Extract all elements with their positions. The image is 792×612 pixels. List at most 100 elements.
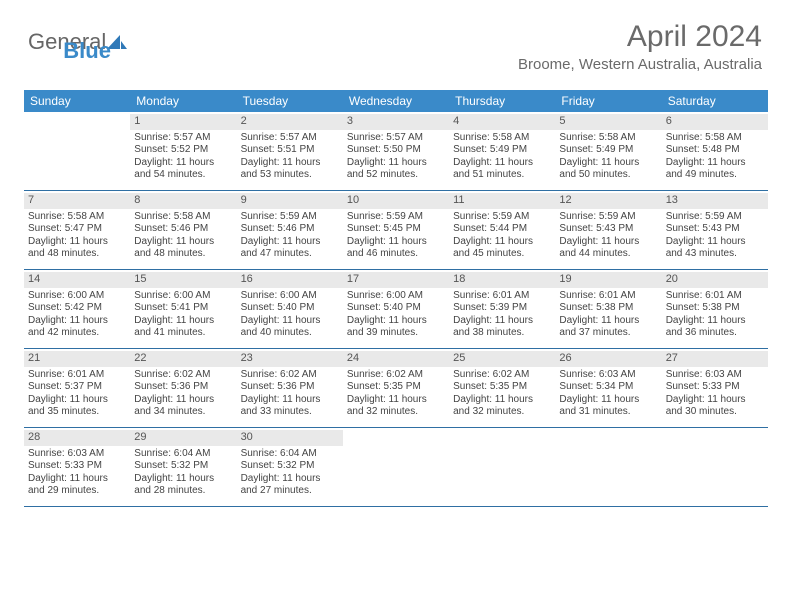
day-cell: 18Sunrise: 6:01 AMSunset: 5:39 PMDayligh… <box>449 270 555 348</box>
sunrise-text: Sunrise: 5:58 AM <box>666 132 764 145</box>
day-cell: 30Sunrise: 6:04 AMSunset: 5:32 PMDayligh… <box>237 428 343 506</box>
day-number: 16 <box>237 272 343 288</box>
sunrise-text: Sunrise: 6:01 AM <box>453 290 551 303</box>
day-number: 20 <box>662 272 768 288</box>
day-cell: 5Sunrise: 5:58 AMSunset: 5:49 PMDaylight… <box>555 112 661 190</box>
day-number: 6 <box>662 114 768 130</box>
sunset-text: Sunset: 5:36 PM <box>134 381 232 394</box>
day-cell: 28Sunrise: 6:03 AMSunset: 5:33 PMDayligh… <box>24 428 130 506</box>
sunset-text: Sunset: 5:40 PM <box>241 302 339 315</box>
day-number: 10 <box>343 193 449 209</box>
sunset-text: Sunset: 5:32 PM <box>134 460 232 473</box>
sunset-text: Sunset: 5:46 PM <box>134 223 232 236</box>
sunset-text: Sunset: 5:33 PM <box>28 460 126 473</box>
calendar: Sunday Monday Tuesday Wednesday Thursday… <box>24 90 768 507</box>
day-cell: 24Sunrise: 6:02 AMSunset: 5:35 PMDayligh… <box>343 349 449 427</box>
day-number: 1 <box>130 114 236 130</box>
sunset-text: Sunset: 5:40 PM <box>347 302 445 315</box>
day-number: 7 <box>24 193 130 209</box>
sunrise-text: Sunrise: 6:00 AM <box>28 290 126 303</box>
sunrise-text: Sunrise: 5:58 AM <box>453 132 551 145</box>
daylight-text: Daylight: 11 hours and 45 minutes. <box>453 236 551 261</box>
daylight-text: Daylight: 11 hours and 32 minutes. <box>453 394 551 419</box>
sunset-text: Sunset: 5:38 PM <box>666 302 764 315</box>
day-number: 24 <box>343 351 449 367</box>
dayname-header: Sunday Monday Tuesday Wednesday Thursday… <box>24 90 768 112</box>
daylight-text: Daylight: 11 hours and 34 minutes. <box>134 394 232 419</box>
day-cell: 26Sunrise: 6:03 AMSunset: 5:34 PMDayligh… <box>555 349 661 427</box>
day-number: 3 <box>343 114 449 130</box>
sunset-text: Sunset: 5:45 PM <box>347 223 445 236</box>
sunrise-text: Sunrise: 6:02 AM <box>134 369 232 382</box>
daylight-text: Daylight: 11 hours and 40 minutes. <box>241 315 339 340</box>
day-cell: 3Sunrise: 5:57 AMSunset: 5:50 PMDaylight… <box>343 112 449 190</box>
sunset-text: Sunset: 5:36 PM <box>241 381 339 394</box>
sunrise-text: Sunrise: 5:59 AM <box>559 211 657 224</box>
dayname: Sunday <box>24 90 130 112</box>
sunrise-text: Sunrise: 6:03 AM <box>666 369 764 382</box>
sunrise-text: Sunrise: 5:59 AM <box>347 211 445 224</box>
sunset-text: Sunset: 5:32 PM <box>241 460 339 473</box>
sunset-text: Sunset: 5:50 PM <box>347 144 445 157</box>
day-number: 17 <box>343 272 449 288</box>
sunset-text: Sunset: 5:34 PM <box>559 381 657 394</box>
sunset-text: Sunset: 5:41 PM <box>134 302 232 315</box>
daylight-text: Daylight: 11 hours and 53 minutes. <box>241 157 339 182</box>
day-cell <box>343 428 449 506</box>
day-number: 15 <box>130 272 236 288</box>
day-number: 21 <box>24 351 130 367</box>
day-cell: 10Sunrise: 5:59 AMSunset: 5:45 PMDayligh… <box>343 191 449 269</box>
day-cell: 13Sunrise: 5:59 AMSunset: 5:43 PMDayligh… <box>662 191 768 269</box>
sunrise-text: Sunrise: 6:01 AM <box>666 290 764 303</box>
sunrise-text: Sunrise: 6:03 AM <box>28 448 126 461</box>
day-number: 27 <box>662 351 768 367</box>
sunrise-text: Sunrise: 6:02 AM <box>453 369 551 382</box>
day-cell: 20Sunrise: 6:01 AMSunset: 5:38 PMDayligh… <box>662 270 768 348</box>
daylight-text: Daylight: 11 hours and 51 minutes. <box>453 157 551 182</box>
day-cell <box>24 112 130 190</box>
week-row: 28Sunrise: 6:03 AMSunset: 5:33 PMDayligh… <box>24 428 768 507</box>
daylight-text: Daylight: 11 hours and 37 minutes. <box>559 315 657 340</box>
sunset-text: Sunset: 5:46 PM <box>241 223 339 236</box>
week-row: 1Sunrise: 5:57 AMSunset: 5:52 PMDaylight… <box>24 112 768 191</box>
day-number: 5 <box>555 114 661 130</box>
day-cell: 21Sunrise: 6:01 AMSunset: 5:37 PMDayligh… <box>24 349 130 427</box>
sunrise-text: Sunrise: 5:59 AM <box>666 211 764 224</box>
sunset-text: Sunset: 5:47 PM <box>28 223 126 236</box>
day-number: 22 <box>130 351 236 367</box>
brand-logo: General Blue <box>28 20 111 64</box>
week-row: 7Sunrise: 5:58 AMSunset: 5:47 PMDaylight… <box>24 191 768 270</box>
day-cell: 4Sunrise: 5:58 AMSunset: 5:49 PMDaylight… <box>449 112 555 190</box>
day-cell: 14Sunrise: 6:00 AMSunset: 5:42 PMDayligh… <box>24 270 130 348</box>
daylight-text: Daylight: 11 hours and 28 minutes. <box>134 473 232 498</box>
day-number: 26 <box>555 351 661 367</box>
daylight-text: Daylight: 11 hours and 42 minutes. <box>28 315 126 340</box>
sunrise-text: Sunrise: 6:04 AM <box>134 448 232 461</box>
daylight-text: Daylight: 11 hours and 43 minutes. <box>666 236 764 261</box>
sunrise-text: Sunrise: 6:02 AM <box>347 369 445 382</box>
daylight-text: Daylight: 11 hours and 54 minutes. <box>134 157 232 182</box>
day-cell: 25Sunrise: 6:02 AMSunset: 5:35 PMDayligh… <box>449 349 555 427</box>
sunrise-text: Sunrise: 6:03 AM <box>559 369 657 382</box>
daylight-text: Daylight: 11 hours and 49 minutes. <box>666 157 764 182</box>
sunrise-text: Sunrise: 5:59 AM <box>241 211 339 224</box>
sunset-text: Sunset: 5:51 PM <box>241 144 339 157</box>
sunset-text: Sunset: 5:42 PM <box>28 302 126 315</box>
day-cell: 6Sunrise: 5:58 AMSunset: 5:48 PMDaylight… <box>662 112 768 190</box>
day-number: 9 <box>237 193 343 209</box>
day-cell: 1Sunrise: 5:57 AMSunset: 5:52 PMDaylight… <box>130 112 236 190</box>
day-cell: 12Sunrise: 5:59 AMSunset: 5:43 PMDayligh… <box>555 191 661 269</box>
day-number: 8 <box>130 193 236 209</box>
day-cell <box>449 428 555 506</box>
sunrise-text: Sunrise: 5:59 AM <box>453 211 551 224</box>
sunrise-text: Sunrise: 6:04 AM <box>241 448 339 461</box>
daylight-text: Daylight: 11 hours and 48 minutes. <box>134 236 232 261</box>
sunrise-text: Sunrise: 6:00 AM <box>241 290 339 303</box>
daylight-text: Daylight: 11 hours and 39 minutes. <box>347 315 445 340</box>
day-cell: 22 Sunrise: 6:02 AMSunset: 5:36 PMDayligh… <box>130 349 236 427</box>
day-cell: 17Sunrise: 6:00 AMSunset: 5:40 PMDayligh… <box>343 270 449 348</box>
day-number: 29 <box>130 430 236 446</box>
dayname: Saturday <box>662 90 768 112</box>
day-cell: 23Sunrise: 6:02 AMSunset: 5:36 PMDayligh… <box>237 349 343 427</box>
page-title-block: April 2024 Broome, Western Australia, Au… <box>518 20 762 73</box>
